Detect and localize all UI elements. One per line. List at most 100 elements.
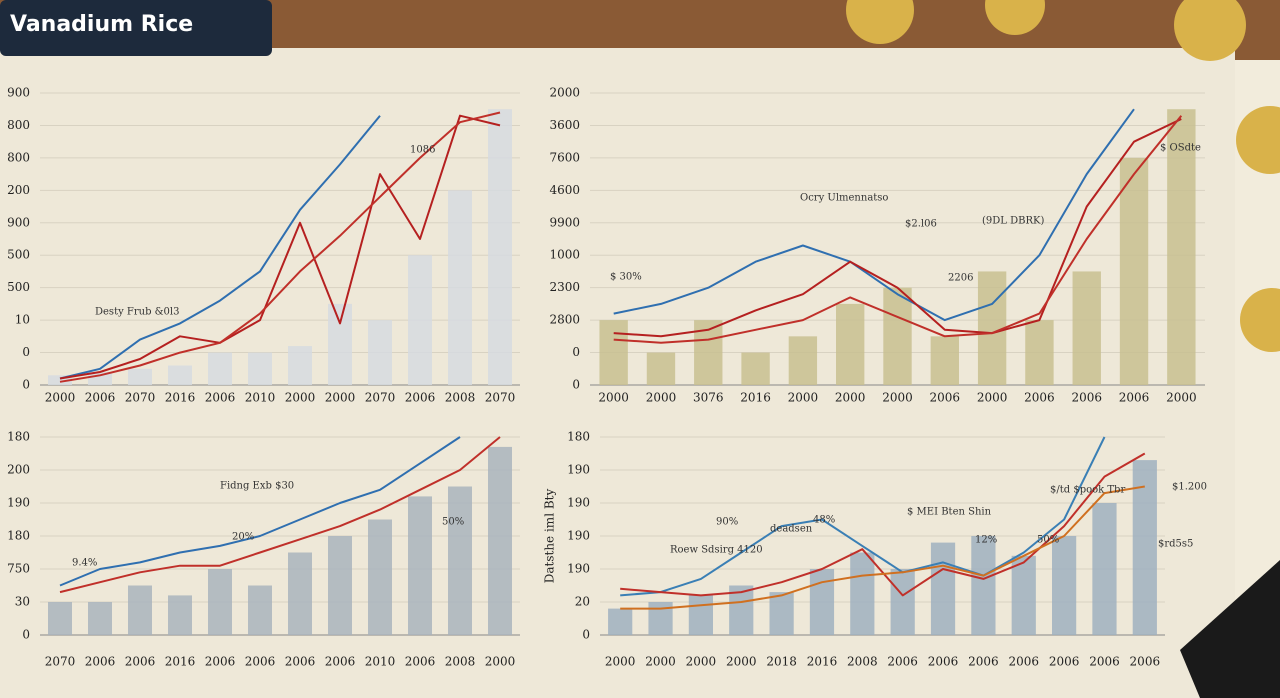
annotation: $rd5s5: [1158, 539, 1193, 550]
x-tick-label: 2008: [445, 655, 476, 669]
x-tick-label: 2006: [205, 655, 236, 669]
x-tick-label: 2070: [485, 391, 516, 405]
bar: [769, 592, 794, 635]
bar: [599, 320, 628, 385]
annotation: Fidng Exb $30: [220, 481, 294, 492]
coin: [985, 0, 1045, 35]
line: [59, 111, 501, 383]
bar: [128, 368, 152, 385]
y-tick-label: 0: [22, 628, 30, 642]
x-tick-label: 2006: [85, 391, 116, 405]
x-tick-label: 2000: [1166, 391, 1197, 405]
bar: [788, 336, 818, 385]
bar: [168, 595, 192, 635]
annotation: Ocry Ulmennatso: [800, 193, 888, 204]
x-tick-label: 2016: [807, 655, 838, 669]
x-tick-label: 2000: [882, 391, 913, 405]
x-tick-label: 2000: [788, 391, 819, 405]
y-tick-label: 800: [7, 150, 30, 164]
x-tick-label: 2000: [598, 391, 629, 405]
bar: [488, 446, 512, 635]
y-tick-label: 900: [7, 215, 30, 229]
bar: [448, 486, 472, 635]
x-tick-label: 2016: [165, 391, 196, 405]
y-tick-label: 500: [7, 248, 30, 262]
y-tick-label: 190: [567, 496, 590, 510]
annotation: 20%: [232, 532, 254, 543]
y-tick-label: 200: [7, 183, 30, 197]
annotation: $ OSdte: [1160, 143, 1201, 154]
x-tick-label: 2016: [165, 655, 196, 669]
bar: [328, 536, 352, 635]
x-tick-label: 2006: [928, 655, 959, 669]
y-axis-label: Datsthe iml Bty: [543, 489, 557, 584]
x-tick-label: 2006: [930, 391, 961, 405]
y-tick-label: 200: [7, 463, 30, 477]
x-tick-label: 2000: [605, 655, 636, 669]
y-tick-label: 2800: [549, 313, 580, 327]
y-tick-label: 10: [15, 313, 30, 327]
bar: [408, 496, 432, 635]
y-tick-label: 180: [567, 430, 590, 444]
annotation: 50%: [442, 517, 464, 528]
line: [620, 452, 1146, 597]
y-tick-label: 190: [567, 562, 590, 576]
x-tick-label: 2000: [325, 391, 356, 405]
bar: [448, 190, 472, 385]
bar: [328, 303, 352, 385]
x-tick-label: 2000: [285, 391, 316, 405]
x-tick-label: 2010: [245, 391, 276, 405]
annotation: Roew Sdsirg 4120: [670, 545, 763, 556]
line: [59, 115, 381, 380]
annotation: 50%: [1037, 535, 1059, 546]
annotation: (9DL DBRK): [982, 216, 1044, 227]
bar: [646, 352, 676, 385]
x-tick-label: 2006: [887, 655, 918, 669]
x-tick-label: 2006: [205, 391, 236, 405]
x-tick-label: 2006: [1071, 391, 1102, 405]
x-tick-label: 2070: [125, 391, 156, 405]
x-tick-label: 2070: [45, 655, 76, 669]
x-tick-label: 2006: [1024, 391, 1055, 405]
bar: [688, 595, 713, 635]
bar: [836, 303, 865, 385]
y-tick-label: 7600: [549, 150, 580, 164]
x-tick-label: 2000: [726, 655, 757, 669]
x-tick-label: 2006: [325, 655, 356, 669]
x-tick-label: 2016: [740, 391, 771, 405]
line: [613, 118, 1182, 338]
bar: [1025, 320, 1054, 385]
bar: [1011, 555, 1036, 635]
bar: [930, 336, 959, 385]
bar: [368, 519, 392, 635]
bar: [88, 602, 112, 635]
x-tick-label: 2000: [646, 391, 677, 405]
y-tick-label: 2000: [549, 86, 580, 100]
x-tick-label: 2006: [405, 391, 436, 405]
coin: [1240, 288, 1280, 352]
line: [59, 436, 501, 594]
line: [620, 485, 1145, 610]
line: [613, 115, 1183, 344]
bar: [408, 255, 432, 385]
x-tick-label: 2006: [1008, 655, 1039, 669]
annotation: $ 30%: [610, 272, 642, 283]
x-tick-label: 2010: [365, 655, 396, 669]
bar: [128, 585, 152, 635]
y-tick-label: 4600: [549, 183, 580, 197]
bar: [248, 585, 272, 635]
y-tick-label: 750: [7, 562, 30, 576]
x-tick-label: 2006: [1089, 655, 1120, 669]
x-tick-label: 2008: [847, 655, 878, 669]
bar: [809, 569, 835, 635]
x-tick-label: 2006: [405, 655, 436, 669]
y-tick-label: 180: [7, 529, 30, 543]
bar: [208, 352, 232, 385]
annotation: $ MEI Bten Shin: [907, 507, 992, 518]
bar: [608, 608, 633, 635]
line: [620, 436, 1106, 597]
x-tick-label: 2000: [977, 391, 1008, 405]
y-tick-label: 190: [567, 463, 590, 477]
x-tick-label: 2006: [125, 655, 156, 669]
annotation: 1086: [410, 145, 435, 156]
